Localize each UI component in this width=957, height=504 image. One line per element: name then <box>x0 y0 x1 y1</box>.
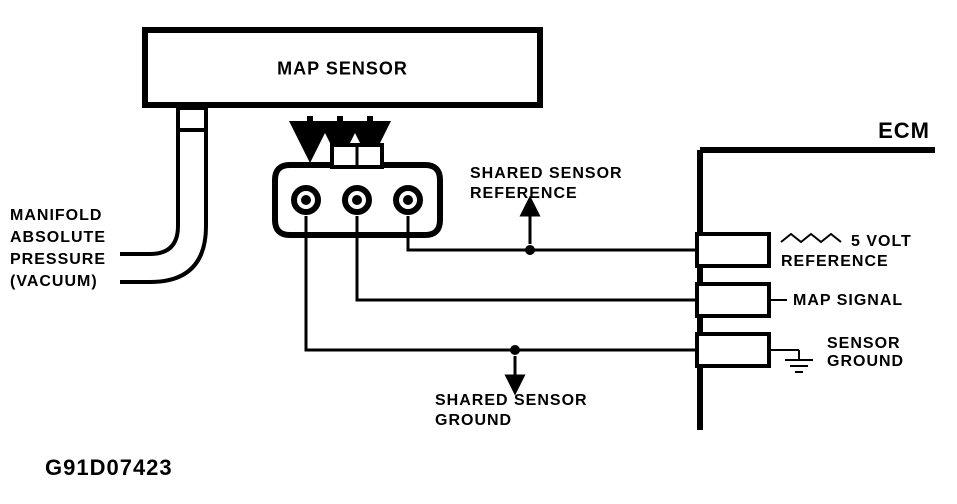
figure-id: G91D07423 <box>45 455 173 480</box>
map-sensor-label: MAP SENSOR <box>277 59 408 79</box>
wiring-diagram: MAP SENSOR MANIFOLD ABSOLUTE PRESSURE (VACUU… <box>0 0 957 504</box>
resistor-icon <box>781 234 841 242</box>
svg-text:REFERENCE: REFERENCE <box>781 253 889 270</box>
svg-text:MAP SIGNAL: MAP SIGNAL <box>793 292 903 309</box>
svg-text:5 VOLT: 5 VOLT <box>851 233 912 250</box>
shared-ref-label1: SHARED SENSOR <box>470 165 623 182</box>
ecm-terminal-2 <box>697 334 769 366</box>
manifold-label-3: PRESSURE <box>10 251 106 268</box>
svg-text:SENSOR: SENSOR <box>827 335 901 352</box>
vacuum-port <box>178 108 206 130</box>
manifold-label-1: MANIFOLD <box>10 207 102 224</box>
wire-5v-reference <box>408 216 697 250</box>
shared-ground-label1: SHARED SENSOR <box>435 392 588 409</box>
ecm-label: ECM <box>878 118 930 143</box>
manifold-label-4: (VACUUM) <box>10 273 98 290</box>
vacuum-tube <box>120 108 206 282</box>
ecm-terminal-1 <box>697 284 769 316</box>
svg-text:GROUND: GROUND <box>827 353 904 370</box>
manifold-label-2: ABSOLUTE <box>10 229 106 246</box>
ecm-terminal-0 <box>697 234 769 266</box>
shared-ground-label2: GROUND <box>435 412 512 429</box>
shared-ref-label2: REFERENCE <box>470 185 578 202</box>
